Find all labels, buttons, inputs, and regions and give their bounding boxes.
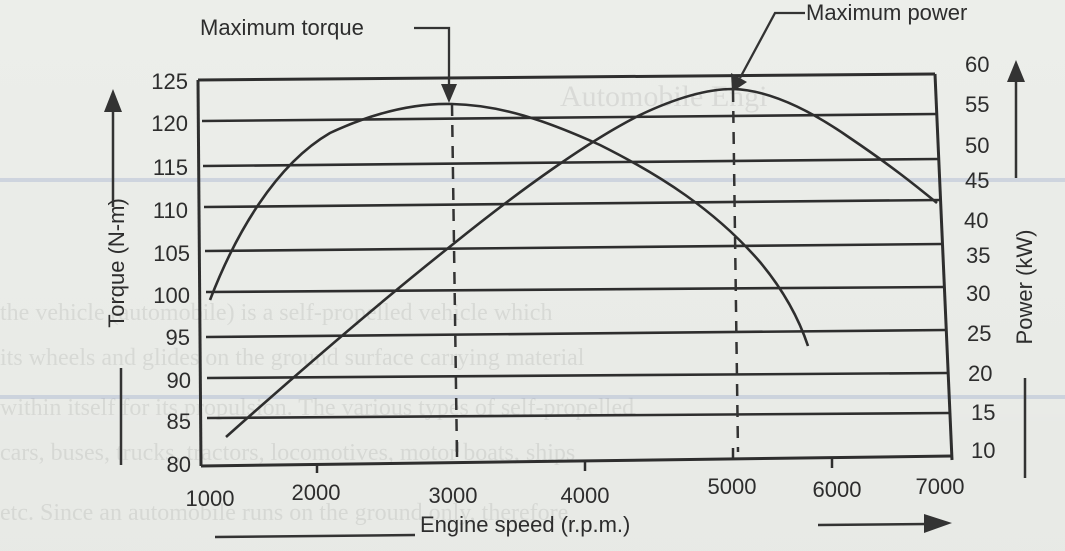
x-axis-ticks: 1000 2000 3000 4000 5000 6000 7000 xyxy=(186,474,965,511)
svg-text:20: 20 xyxy=(968,361,992,386)
svg-text:Engine speed (r.p.m.): Engine speed (r.p.m.) xyxy=(420,512,630,537)
svg-text:120: 120 xyxy=(151,111,188,136)
svg-text:3000: 3000 xyxy=(429,483,478,508)
bleed-through-text: etc. Since an automobile runs on the gro… xyxy=(0,500,569,526)
max-power-label: Maximum power xyxy=(806,0,967,25)
gridlines xyxy=(201,112,950,420)
svg-text:Power (kW): Power (kW) xyxy=(1012,230,1037,345)
svg-text:15: 15 xyxy=(971,400,995,425)
svg-text:30: 30 xyxy=(966,281,990,306)
svg-text:110: 110 xyxy=(153,198,188,223)
svg-text:50: 50 xyxy=(965,133,989,158)
svg-text:40: 40 xyxy=(964,208,988,233)
svg-text:5000: 5000 xyxy=(708,474,757,499)
left-axis-ticks: 125 120 115 110 105 100 95 90 85 80 xyxy=(151,69,191,477)
diagonal-arrow-icon xyxy=(731,73,747,92)
svg-text:115: 115 xyxy=(153,155,188,180)
bleed-through-text: its wheels and glides on the ground surf… xyxy=(0,345,585,371)
svg-text:Torque (N-m): Torque (N-m) xyxy=(104,198,129,328)
svg-text:1000: 1000 xyxy=(186,486,235,511)
max-torque-annotation: Maximum torque xyxy=(200,15,457,103)
svg-text:4000: 4000 xyxy=(561,483,610,508)
x-axis-title: Engine speed (r.p.m.) xyxy=(214,512,952,539)
power-curve xyxy=(225,87,938,438)
svg-text:100: 100 xyxy=(153,283,190,308)
up-arrow-icon xyxy=(1007,60,1025,82)
svg-text:45: 45 xyxy=(965,168,989,193)
svg-text:25: 25 xyxy=(967,321,991,346)
svg-text:125: 125 xyxy=(151,69,188,94)
right-axis-ticks: 60 55 50 45 40 35 30 25 20 15 10 xyxy=(964,52,995,463)
left-axis-title: Torque (N-m) xyxy=(104,89,129,465)
svg-text:2000: 2000 xyxy=(292,480,341,505)
max-torque-label: Maximum torque xyxy=(200,15,364,40)
max-power-annotation: Maximum power xyxy=(731,0,967,92)
scan-smear xyxy=(0,395,1065,399)
svg-text:60: 60 xyxy=(965,52,989,77)
svg-text:105: 105 xyxy=(153,241,190,266)
svg-text:95: 95 xyxy=(166,325,190,350)
svg-text:80: 80 xyxy=(167,452,191,477)
torque-curve xyxy=(208,102,810,347)
svg-text:7000: 7000 xyxy=(916,474,965,499)
svg-text:90: 90 xyxy=(167,368,191,393)
svg-text:10: 10 xyxy=(971,438,995,463)
svg-text:6000: 6000 xyxy=(813,477,862,502)
bleed-through-text: the vehicle (automobile) is a self-prope… xyxy=(0,300,553,326)
right-axis-title: Power (kW) xyxy=(1007,60,1037,478)
max-torque-dashed-line xyxy=(450,103,459,458)
up-arrow-icon xyxy=(104,89,122,112)
down-arrow-icon xyxy=(441,84,457,103)
svg-text:55: 55 xyxy=(965,92,989,117)
scan-smear xyxy=(0,178,1065,182)
right-arrow-icon xyxy=(924,514,952,533)
svg-text:85: 85 xyxy=(167,409,191,434)
max-power-dashed-line xyxy=(731,89,740,453)
svg-text:35: 35 xyxy=(966,243,990,268)
plot-frame xyxy=(196,72,954,468)
